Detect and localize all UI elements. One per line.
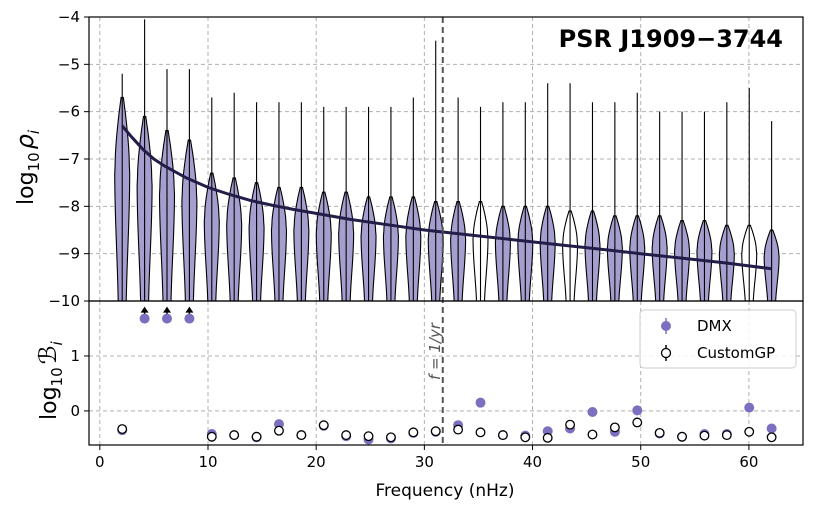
- customgp-point: [296, 430, 307, 441]
- upper-y-tick-label: −7: [58, 150, 80, 168]
- upper-ylabel-i: i: [25, 129, 43, 134]
- dmx-point: [744, 402, 755, 413]
- dmx-point: [161, 313, 172, 324]
- x-tick-label: 10: [198, 453, 217, 471]
- customgp-point: [542, 432, 553, 443]
- customgp-point: [766, 432, 777, 443]
- customgp-point: [497, 430, 508, 441]
- svg-text:log10ℬi: log10 ℬi: [34, 340, 66, 420]
- customgp-point: [385, 432, 396, 443]
- legend-dmx-label: DMX: [697, 317, 732, 335]
- customgp-point: [117, 424, 128, 435]
- customgp-point: [274, 425, 284, 436]
- x-tick-label: 40: [523, 453, 542, 471]
- legend-entry-customgp: CustomGP: [660, 344, 775, 362]
- lower-y-axis: 01: [70, 347, 89, 420]
- customgp-point: [430, 426, 441, 437]
- dmx-point: [139, 313, 150, 324]
- customgp-point: [206, 431, 217, 442]
- chart-title: PSR J1909−3744: [559, 25, 783, 53]
- x-axis: 0 10 20 30 40 50 60: [95, 445, 758, 471]
- x-tick-label: 0: [95, 453, 105, 471]
- upper-ylabel-sub: 10: [25, 152, 43, 171]
- upper-limit-arrow-head: [185, 306, 194, 313]
- one-per-year-label: f = 1/yr: [426, 322, 444, 380]
- bayes-factor-scatter: [117, 313, 777, 445]
- customgp-point: [408, 427, 419, 438]
- upper-y-axis-label: log10 ρi: [11, 129, 43, 205]
- upper-limit-arrow-head: [140, 306, 149, 313]
- customgp-point: [520, 432, 531, 443]
- customgp-point: [475, 427, 486, 438]
- lower-ylabel-b: ℬ: [34, 345, 62, 364]
- customgp-point: [609, 422, 620, 433]
- lower-y-tick-label: 0: [70, 402, 80, 420]
- upper-limit-arrow-head: [162, 306, 171, 313]
- legend-entry-dmx: DMX: [661, 317, 732, 335]
- upper-y-axis: −10 −9 −8 −7 −6 −5 −4: [48, 8, 89, 310]
- x-tick-label: 20: [307, 453, 326, 471]
- customgp-point: [587, 429, 598, 440]
- upper-ylabel-log: log: [14, 171, 39, 205]
- lower-ylabel-sub: 10: [48, 367, 66, 386]
- legend-customgp-marker: [660, 347, 672, 359]
- dmx-point: [475, 397, 486, 408]
- x-tick-label: 60: [739, 453, 758, 471]
- legend-dmx-marker: [661, 321, 671, 331]
- dmx-point: [766, 423, 777, 434]
- customgp-point: [699, 430, 710, 441]
- lower-ylabel-i: i: [48, 340, 66, 345]
- lower-ylabel-log: log: [37, 386, 62, 420]
- x-axis-label: Frequency (nHz): [376, 481, 515, 501]
- legend-box: [639, 309, 797, 369]
- x-tick-label: 50: [631, 453, 650, 471]
- customgp-point: [229, 430, 240, 441]
- power-law-fit-line: [121, 124, 772, 271]
- customgp-point: [341, 430, 352, 441]
- customgp-point: [632, 417, 643, 428]
- customgp-point: [363, 431, 374, 442]
- x-tick-label: 30: [415, 453, 434, 471]
- customgp-point: [565, 419, 576, 430]
- customgp-point: [721, 430, 732, 441]
- lower-panel-frame: [88, 300, 804, 446]
- customgp-point: [453, 424, 464, 435]
- customgp-point: [318, 420, 329, 431]
- lower-y-axis-label: log10 ℬi: [34, 340, 66, 420]
- dmx-point: [632, 405, 643, 416]
- upper-ylabel-rho: ρ: [11, 134, 39, 149]
- customgp-point: [677, 431, 688, 442]
- legend: DMX CustomGP: [639, 309, 797, 369]
- upper-y-tick-label: −9: [58, 245, 80, 263]
- customgp-point: [744, 426, 755, 437]
- upper-y-tick-label: −8: [58, 197, 80, 215]
- customgp-point: [251, 431, 262, 442]
- dmx-point: [184, 313, 195, 324]
- svg-text:log10ρi: log10 ρi: [11, 129, 43, 205]
- upper-y-tick-label: −4: [58, 8, 80, 26]
- upper-y-tick-label: −6: [58, 103, 80, 121]
- lower-y-tick-label: 1: [70, 347, 80, 365]
- upper-y-tick-label: −10: [48, 292, 80, 310]
- upper-y-tick-label: −5: [58, 55, 80, 73]
- dmx-point: [587, 407, 598, 418]
- customgp-point: [654, 427, 665, 438]
- legend-customgp-label: CustomGP: [697, 344, 775, 362]
